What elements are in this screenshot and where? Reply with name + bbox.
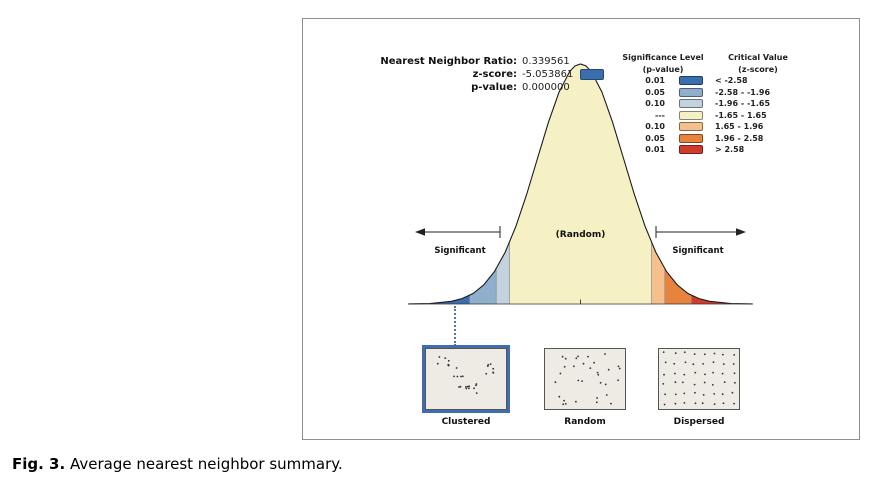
segment-boundaries bbox=[469, 242, 692, 304]
critical-value-header: Critical Value bbox=[728, 53, 788, 62]
dispersed-label: Dispersed bbox=[673, 417, 725, 427]
stats-block: Nearest Neighbor Ratio: 0.339561 z-score… bbox=[325, 55, 605, 94]
pvalue-row: p-value: 0.000000 bbox=[325, 81, 604, 94]
legend-crit-2: -1.96 - -1.65 bbox=[715, 99, 771, 108]
zscore-color-swatch bbox=[580, 69, 605, 80]
right-significant-arrow bbox=[655, 226, 738, 238]
legend-swatch-3 bbox=[679, 110, 703, 120]
random-box bbox=[544, 348, 626, 410]
right-significant-label: Significant bbox=[672, 246, 723, 256]
dispersed-box bbox=[658, 348, 740, 410]
legend-sig-3: --- bbox=[655, 110, 665, 120]
bell-curve-diagram: (Random) Significant Significant bbox=[408, 63, 753, 305]
zscore-label: z-score: bbox=[472, 69, 517, 80]
legend-swatch-6 bbox=[679, 145, 703, 154]
nn-ratio-value: 0.339561 bbox=[522, 56, 570, 67]
significance-level-header: Significance Level bbox=[622, 53, 704, 62]
legend-crit-0: < -2.58 bbox=[715, 76, 748, 85]
left-significant-arrow bbox=[423, 226, 501, 238]
caption-text: Average nearest neighbor summary. bbox=[69, 455, 343, 473]
left-significant-label: Significant bbox=[434, 246, 485, 256]
random-dots bbox=[554, 353, 621, 406]
legend-sig-2: 0.10 bbox=[645, 99, 665, 108]
nn-ratio-label: Nearest Neighbor Ratio: bbox=[380, 56, 517, 67]
significance-legend: Significance Level Critical Value (p-val… bbox=[617, 53, 801, 154]
clustered-dots bbox=[436, 356, 495, 394]
pattern-random: Random bbox=[544, 348, 626, 427]
legend-sig-5: 0.05 bbox=[645, 133, 665, 143]
legend-crit-6: > 2.58 bbox=[715, 145, 745, 154]
legend-crit-5: 1.96 - 2.58 bbox=[715, 133, 764, 143]
zscore-value-wrap: -5.053861 bbox=[522, 68, 605, 81]
clustered-box bbox=[425, 348, 507, 410]
left-arrowhead-icon bbox=[415, 228, 425, 236]
legend-sig-4: 0.10 bbox=[645, 122, 665, 131]
clustered-label: Clustered bbox=[441, 417, 491, 427]
pvalue-value: 0.000000 bbox=[522, 82, 570, 93]
zscore-connector-line bbox=[454, 306, 456, 346]
curve-outline bbox=[408, 63, 753, 305]
pvalue-subheader: (p-value) bbox=[642, 64, 684, 74]
random-label: (Random) bbox=[556, 230, 606, 240]
pvalue-label: p-value: bbox=[471, 82, 517, 93]
figure-box: Nearest Neighbor Ratio: 0.339561 z-score… bbox=[302, 18, 860, 440]
zscore-subheader: (z-score) bbox=[738, 64, 778, 74]
zscore-row: z-score: -5.053861 bbox=[325, 68, 605, 81]
pattern-dispersed: Dispersed bbox=[658, 348, 740, 427]
legend-swatch-5 bbox=[679, 133, 703, 143]
legend-sig-6: 0.01 bbox=[645, 145, 665, 154]
legend-sig-1: 0.05 bbox=[645, 87, 665, 97]
pattern-clustered: Clustered bbox=[425, 348, 507, 427]
legend-crit-1: -2.58 - -1.96 bbox=[715, 87, 771, 97]
figure-caption: Fig. 3. Average nearest neighbor summary… bbox=[12, 455, 343, 473]
zscore-value: -5.053861 bbox=[522, 69, 574, 80]
right-arrowhead-icon bbox=[736, 228, 746, 236]
legend-sig-0: 0.01 bbox=[645, 76, 665, 85]
legend-swatch-0 bbox=[679, 76, 703, 85]
legend-crit-4: 1.65 - 1.96 bbox=[715, 122, 764, 131]
caption-label: Fig. 3. bbox=[12, 455, 66, 473]
legend-swatch-1 bbox=[679, 87, 703, 97]
legend-swatch-2 bbox=[679, 99, 703, 108]
legend-swatch-4 bbox=[679, 122, 703, 131]
random-label-text: Random bbox=[564, 417, 606, 427]
legend-crit-3: -1.65 - 1.65 bbox=[715, 110, 767, 120]
nn-ratio-row: Nearest Neighbor Ratio: 0.339561 bbox=[325, 55, 604, 68]
dispersed-dots bbox=[662, 351, 736, 406]
